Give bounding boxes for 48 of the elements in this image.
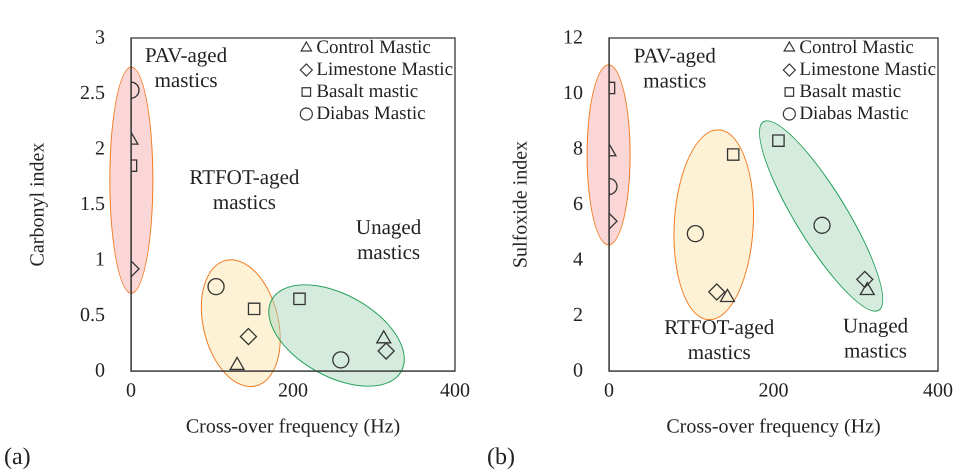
legend-label: Limestone Mastic [316,58,454,80]
x-axis-title: Cross-over frequency (Hz) [186,415,400,438]
legend-label: Limestone Mastic [799,58,936,80]
legend-label: Diabas Mastic [316,102,426,124]
legend-label: Diabas Mastic [799,102,909,124]
y-tick-label: 8 [573,137,583,160]
legend-label: Basalt mastic [316,80,418,102]
y-tick-label: 10 [563,82,583,104]
x-axis-title: Cross-over frequency (Hz) [666,415,881,438]
legend-label: Basalt mastic [799,80,902,102]
annotation: RTFOT-aged mastics [189,165,300,214]
point [726,148,740,161]
annotation: Unaged mastics [356,215,422,264]
text: (a) [4,444,31,471]
x-tick-label: 200 [278,379,308,402]
x-tick-label: 0 [126,379,136,402]
point [240,328,258,346]
y-tick-label: 1.5 [80,192,105,215]
legend-label: Control Mastic [799,36,914,58]
annotation: PAV-aged mastics [634,44,716,93]
annotation: RTFOT-aged mastics [664,315,775,364]
x-tick-label: 200 [758,379,788,402]
y-tick-label: 0.5 [80,304,105,326]
y-tick-label: 12 [563,26,583,48]
annotation: Unaged mastics [842,313,909,362]
y-tick-label: 2.5 [80,82,105,104]
point [332,351,350,369]
y-axis-title: Sulfoxide index [509,140,532,268]
x-tick-label: 400 [923,379,953,402]
legend-label: Control Mastic [316,36,431,58]
text: (b) [487,444,515,471]
point [772,134,785,147]
annotation: PAV-aged mastics [145,42,228,92]
y-tick-label: 1 [95,248,105,270]
point [856,270,874,288]
point [813,216,831,234]
point [248,302,260,316]
y-axis-title: Carbonyl index [26,142,48,266]
y-tick-label: 3 [95,26,105,48]
y-tick-label: 6 [573,192,583,215]
y-tick-label: 2 [573,304,583,326]
y-tick-label: 4 [573,248,583,270]
y-tick-label: 0 [95,359,105,382]
x-tick-label: 0 [604,379,614,402]
y-tick-label: 0 [573,359,583,382]
x-tick-label: 400 [440,379,470,402]
point [293,292,306,306]
y-tick-label: 2 [95,137,105,160]
